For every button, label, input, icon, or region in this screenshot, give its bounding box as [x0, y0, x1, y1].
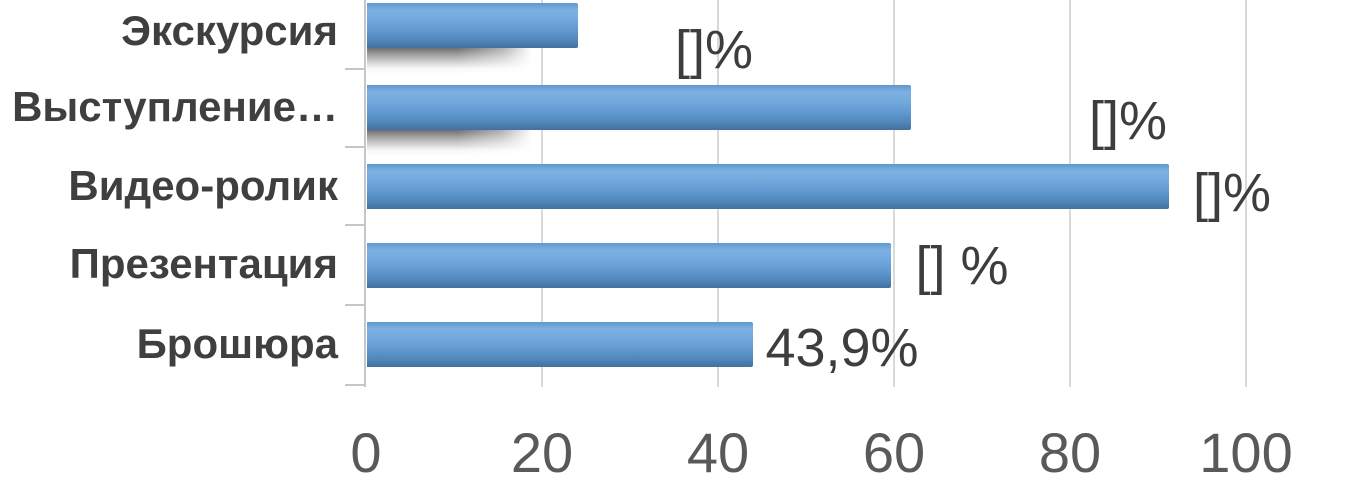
bar	[367, 322, 753, 367]
x-axis-tick-label: 20	[510, 421, 574, 480]
bar	[367, 85, 911, 130]
data-label: []%	[1192, 163, 1272, 223]
category-label: Выступление…	[12, 83, 338, 130]
x-axis-tick-label: 100	[1199, 421, 1293, 480]
x-axis-tick-label: 80	[1038, 421, 1102, 480]
data-label: []%	[674, 20, 754, 80]
category-axis-tick	[345, 384, 366, 386]
category-label: Брошюра	[136, 320, 338, 367]
data-label: 43,9%	[765, 318, 919, 378]
x-axis-tick-label: 0	[350, 421, 382, 480]
x-axis-tick-label: 40	[686, 421, 750, 480]
category-axis-tick	[345, 146, 366, 148]
category-label: Экскурсия	[121, 7, 338, 54]
bar	[367, 164, 1169, 209]
category-label: Видео-ролик	[68, 162, 338, 209]
bar	[367, 243, 891, 288]
category-label: Презентация	[69, 240, 338, 287]
data-label: [] %	[915, 236, 1009, 296]
category-axis-tick	[345, 224, 366, 226]
category-axis-tick	[345, 304, 366, 306]
data-label: []%	[1088, 91, 1168, 151]
category-axis-line	[364, 0, 366, 387]
category-axis-tick	[345, 68, 366, 70]
bar-shadow	[367, 130, 532, 156]
gridline	[1245, 0, 1247, 387]
bar	[367, 3, 578, 48]
bar-shadow	[367, 48, 532, 74]
x-axis-tick-label: 60	[862, 421, 926, 480]
